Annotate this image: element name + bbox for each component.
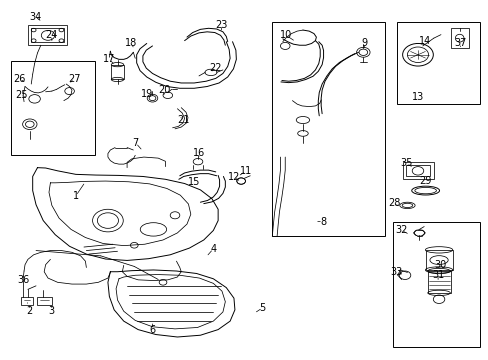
Text: 2: 2 bbox=[27, 306, 33, 315]
Text: 8: 8 bbox=[319, 217, 325, 227]
Bar bbox=[11, 61, 94, 154]
Text: 16: 16 bbox=[193, 148, 205, 158]
Bar bbox=[111, 65, 123, 80]
Bar bbox=[406, 165, 429, 176]
Text: 21: 21 bbox=[177, 115, 189, 125]
Text: 14: 14 bbox=[418, 36, 430, 46]
Text: 4: 4 bbox=[210, 244, 216, 254]
Text: 13: 13 bbox=[411, 92, 423, 102]
Text: 20: 20 bbox=[158, 85, 170, 95]
Text: 22: 22 bbox=[209, 63, 222, 73]
Text: 17: 17 bbox=[103, 54, 115, 64]
Text: 24: 24 bbox=[45, 30, 58, 40]
Bar bbox=[272, 22, 384, 237]
Text: 23: 23 bbox=[215, 20, 227, 30]
Bar bbox=[402, 162, 433, 179]
Text: 31: 31 bbox=[431, 270, 443, 280]
Text: 18: 18 bbox=[125, 38, 137, 48]
Text: 7: 7 bbox=[132, 138, 139, 148]
Text: 11: 11 bbox=[239, 166, 251, 176]
Bar bbox=[396, 22, 479, 104]
Text: 15: 15 bbox=[187, 177, 200, 187]
Bar bbox=[392, 222, 479, 347]
Text: 35: 35 bbox=[400, 158, 412, 168]
Text: 29: 29 bbox=[419, 176, 431, 186]
Bar bbox=[449, 28, 468, 48]
Text: 27: 27 bbox=[68, 74, 81, 84]
Text: 1: 1 bbox=[73, 191, 79, 201]
Text: 30: 30 bbox=[433, 260, 445, 270]
Text: 32: 32 bbox=[395, 225, 407, 235]
Bar bbox=[21, 297, 33, 305]
Text: 25: 25 bbox=[16, 90, 28, 100]
Text: 26: 26 bbox=[13, 74, 25, 84]
Text: 36: 36 bbox=[17, 275, 29, 285]
Text: 9: 9 bbox=[361, 39, 366, 49]
Text: 6: 6 bbox=[149, 325, 155, 334]
Text: 5: 5 bbox=[259, 303, 265, 313]
Text: 3: 3 bbox=[49, 306, 55, 315]
Text: 10: 10 bbox=[280, 30, 292, 40]
Bar bbox=[31, 28, 64, 42]
Bar bbox=[427, 271, 449, 293]
Text: 34: 34 bbox=[29, 12, 41, 22]
Text: 28: 28 bbox=[387, 198, 400, 208]
Bar bbox=[28, 26, 67, 45]
Text: 37: 37 bbox=[453, 38, 466, 48]
Text: 19: 19 bbox=[141, 89, 153, 99]
Bar bbox=[425, 250, 452, 270]
Text: 33: 33 bbox=[390, 267, 402, 277]
Text: 12: 12 bbox=[227, 172, 240, 182]
Bar bbox=[38, 297, 52, 305]
